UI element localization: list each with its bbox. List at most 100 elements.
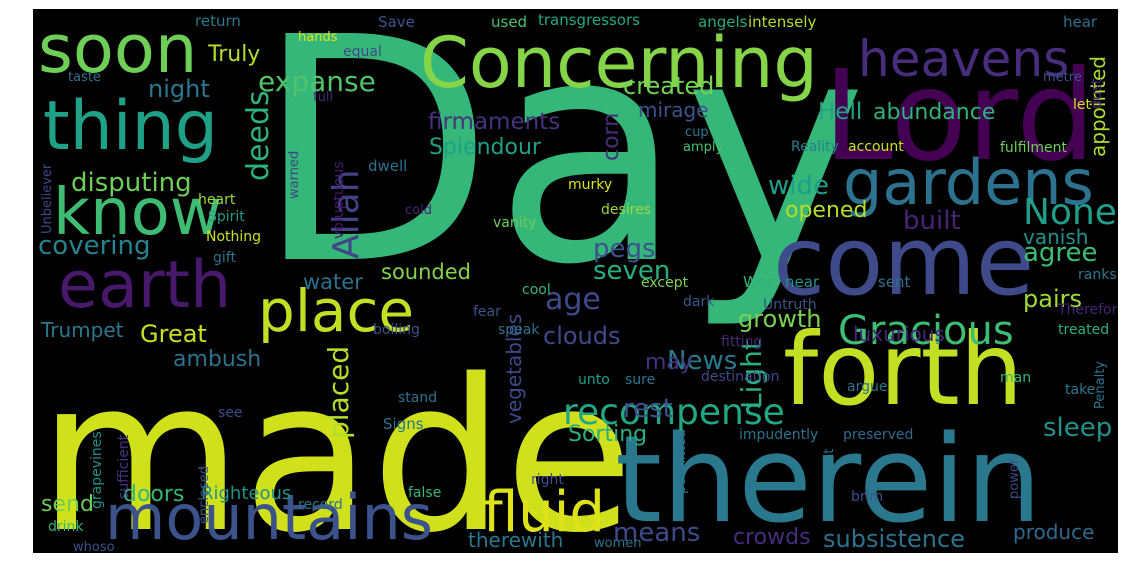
word-trumpet: Trumpet (40, 318, 124, 342)
word-luxurious: luxurious (853, 322, 945, 346)
word-return: return (195, 12, 241, 30)
word-sleep: sleep (1043, 413, 1112, 443)
word-unbeliever: Unbeliever (40, 163, 55, 234)
word-vanish: vanish (1023, 225, 1088, 249)
word-gardens: gardens (843, 146, 1094, 219)
word-made: made (38, 334, 634, 553)
word-hands: hands (298, 30, 338, 45)
word-dark: dark (683, 294, 715, 310)
word-equal: equal (343, 44, 382, 60)
word-pairs: pairs (1023, 285, 1082, 313)
word-fluid: fluid (483, 480, 605, 545)
word-placed: placed (322, 346, 355, 439)
word-hell: Hell (818, 99, 862, 125)
word-concerning: Concerning (420, 22, 818, 104)
word-dust: dust (1089, 78, 1105, 109)
word-none: None (1023, 192, 1117, 233)
word-except: except (641, 275, 689, 291)
word-enclosed: enclosed (197, 466, 212, 524)
word-straight: straight (822, 449, 837, 499)
word-fear: fear (473, 304, 501, 320)
word-seven: seven (593, 256, 670, 286)
word-intensely: intensely (748, 13, 817, 31)
word-brim: brim (851, 489, 883, 505)
word-sure: sure (625, 372, 655, 388)
word-abundance: abundance (873, 100, 995, 125)
word-created: created (623, 72, 714, 100)
word-boiling: boiling (373, 322, 420, 338)
word-crowds: crowds (733, 525, 811, 550)
word-deeds: deeds (241, 90, 276, 181)
word-water: water (303, 270, 363, 294)
word-gift: gift (213, 250, 236, 266)
word-mirage: mirage (638, 98, 709, 122)
word-murky: murky (568, 177, 612, 193)
word-soon: soon (38, 10, 197, 88)
word-argue: argue (847, 379, 887, 395)
word-wide: wide (768, 171, 829, 201)
word-come: come (773, 207, 1034, 317)
word-expanse: expanse (258, 65, 376, 98)
word-nothing: Nothing (206, 229, 261, 245)
word-used: used (491, 13, 527, 31)
word-taste: taste (68, 70, 101, 85)
word-speak: speak (498, 322, 540, 338)
word-therewith: therewith (468, 528, 563, 552)
word-sufficient: sufficient (116, 434, 132, 499)
word-means: means (613, 518, 700, 548)
word-age: age (545, 282, 601, 317)
word-ambush: ambush (173, 347, 261, 372)
word-fitting: fitting (721, 334, 762, 350)
word-may: may (645, 350, 693, 375)
word-allah: Allah (326, 169, 367, 259)
word-corn: corn (599, 113, 624, 161)
word-amply: amply (683, 140, 723, 155)
word-subsistence: subsistence (823, 525, 965, 553)
word-therein: therein (615, 411, 1042, 550)
word-cloud: Day made Lord therein forth come Concerning mou… (33, 9, 1118, 553)
word-know: know (53, 176, 222, 250)
word-man: man (1000, 370, 1031, 386)
word-recompense: recompense (563, 392, 785, 433)
word-unto: unto (578, 372, 610, 388)
word-full: full (313, 90, 333, 105)
word-desires: desires (601, 202, 651, 218)
word-appointed: appointed (1086, 56, 1110, 157)
word-ranks: ranks (1078, 267, 1117, 283)
word-mountains: mountains (105, 481, 433, 553)
word-rest: rest (623, 394, 673, 424)
word-take: take (1065, 382, 1095, 398)
word-permitted: permitted (674, 430, 689, 494)
word-stand: stand (398, 390, 437, 406)
word-heart: heart (198, 192, 236, 208)
word-power: power (1007, 458, 1022, 499)
word-let: let (1073, 97, 1092, 113)
word-voluptuous: voluptuous (331, 161, 347, 239)
word-gracious: Gracious (838, 308, 1014, 354)
word-growth: growth (738, 305, 822, 333)
word-agree: agree (1023, 238, 1098, 268)
word-see: see (218, 405, 243, 421)
word-truly: Truly (207, 42, 260, 67)
word-thing: thing (43, 87, 218, 166)
word-impudently: impudently (739, 427, 818, 443)
word-news: News (667, 346, 737, 376)
word-woe: Woe (743, 273, 775, 291)
word-light: Light (735, 339, 768, 409)
word-penalty: Penalty (1093, 361, 1108, 409)
word-heavens: heavens (858, 30, 1069, 88)
word-clouds: clouds (543, 322, 621, 350)
word-women: women (594, 536, 642, 551)
word-untruth: Untruth (763, 297, 817, 313)
word-save: Save (378, 13, 415, 31)
word-whoso: whoso (73, 540, 115, 553)
word-righteous: Righteous (201, 483, 291, 504)
word-near: near (785, 273, 820, 291)
word-warned: warned (287, 151, 302, 199)
word-sorting: Sorting (568, 422, 647, 447)
word-metre: metre (1043, 70, 1082, 85)
word-forth: forth (783, 311, 1023, 428)
word-opened: opened (785, 198, 867, 223)
word-therefore: Therefore (1057, 302, 1118, 318)
